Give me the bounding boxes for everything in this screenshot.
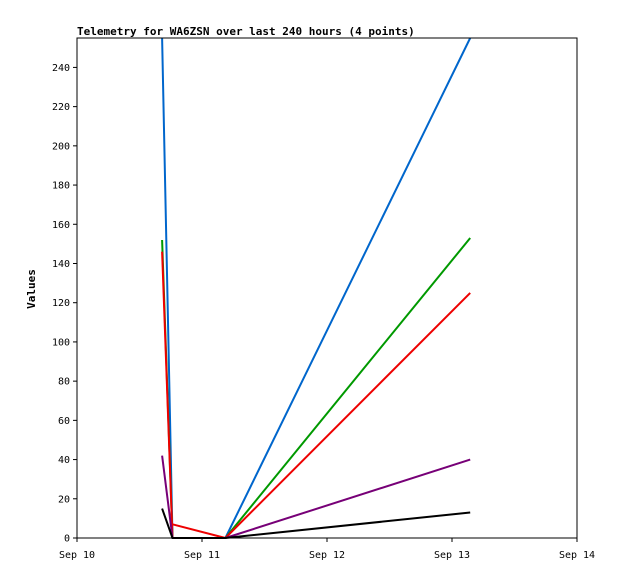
x-tick-label: Sep 12 <box>309 550 345 561</box>
y-tick-label: 60 <box>58 416 70 427</box>
y-tick-label: 160 <box>52 220 70 231</box>
series-line <box>161 237 471 539</box>
y-tick-label: 140 <box>52 259 70 270</box>
plot-lines <box>161 37 472 539</box>
x-tick-label: Sep 14 <box>559 550 595 561</box>
x-tick-label: Sep 10 <box>59 550 95 561</box>
y-tick-label: 220 <box>52 102 70 113</box>
y-tick-label: 80 <box>58 377 70 388</box>
y-axis-label: Values <box>25 269 38 309</box>
series-line <box>161 455 471 539</box>
x-axis: Sep 10 Sep 11 Sep 12 Sep 13 Sep 14 <box>59 538 595 561</box>
y-tick-label: 0 <box>64 534 70 545</box>
y-tick-label: 120 <box>52 298 70 309</box>
plot-frame <box>76 37 578 539</box>
series-line <box>172 292 471 539</box>
y-tick-label: 20 <box>58 494 70 505</box>
y-tick-label: 100 <box>52 337 70 348</box>
y-tick-label: 180 <box>52 181 70 192</box>
y-tick-label: 200 <box>52 141 70 152</box>
x-tick-label: Sep 13 <box>434 550 470 561</box>
series-line <box>161 251 174 539</box>
x-tick-label: Sep 11 <box>184 550 220 561</box>
y-tick-label: 240 <box>52 63 70 74</box>
chart-title: Telemetry for WA6ZSN over last 240 hours… <box>77 25 415 38</box>
y-tick-label: 40 <box>58 455 70 466</box>
y-axis: 0 20 40 60 80 100 120 140 160 180 200 220 240 <box>52 63 77 545</box>
series-line <box>161 37 472 539</box>
